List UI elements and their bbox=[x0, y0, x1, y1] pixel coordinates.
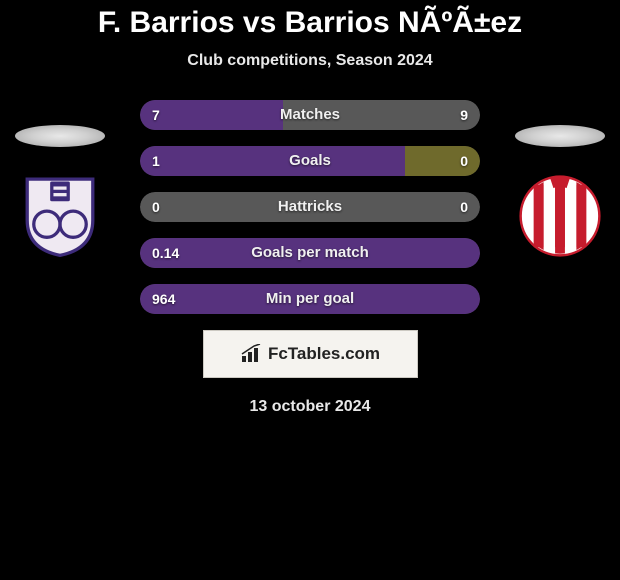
watermark-text: FcTables.com bbox=[268, 344, 380, 364]
stat-label: Goals bbox=[140, 146, 480, 176]
player2-side bbox=[510, 125, 610, 257]
river-plate-logo-icon bbox=[519, 175, 601, 257]
stat-row: 10Goals bbox=[140, 146, 480, 176]
stat-label: Hattricks bbox=[140, 192, 480, 222]
comparison-panel: F. Barrios vs Barrios NÃºÃ±ez Club compe… bbox=[0, 0, 620, 440]
page-title: F. Barrios vs Barrios NÃºÃ±ez bbox=[0, 6, 620, 40]
stat-label: Matches bbox=[140, 100, 480, 130]
watermark: FcTables.com bbox=[203, 330, 418, 378]
stat-row: 0.14Goals per match bbox=[140, 238, 480, 268]
player1-club-logo bbox=[19, 175, 101, 257]
title-vs: vs bbox=[243, 6, 276, 39]
stat-label: Goals per match bbox=[140, 238, 480, 268]
date-text: 13 october 2024 bbox=[0, 398, 620, 416]
watermark-chart-icon bbox=[240, 344, 264, 364]
stat-label: Min per goal bbox=[140, 284, 480, 314]
player1-flag-icon bbox=[15, 125, 105, 147]
defensor-logo-icon bbox=[19, 175, 101, 257]
stat-row: 79Matches bbox=[140, 100, 480, 130]
stat-row: 964Min per goal bbox=[140, 284, 480, 314]
player1-name: F. Barrios bbox=[98, 6, 235, 39]
stat-rows: 79Matches 10Goals 00Hattricks 0.14Goals per… bbox=[140, 100, 480, 314]
subtitle: Club competitions, Season 2024 bbox=[0, 52, 620, 70]
player2-name: Barrios NÃºÃ±ez bbox=[285, 6, 522, 39]
player2-club-logo bbox=[519, 175, 601, 257]
player2-flag-icon bbox=[515, 125, 605, 147]
stat-row: 00Hattricks bbox=[140, 192, 480, 222]
player1-side bbox=[10, 125, 110, 257]
